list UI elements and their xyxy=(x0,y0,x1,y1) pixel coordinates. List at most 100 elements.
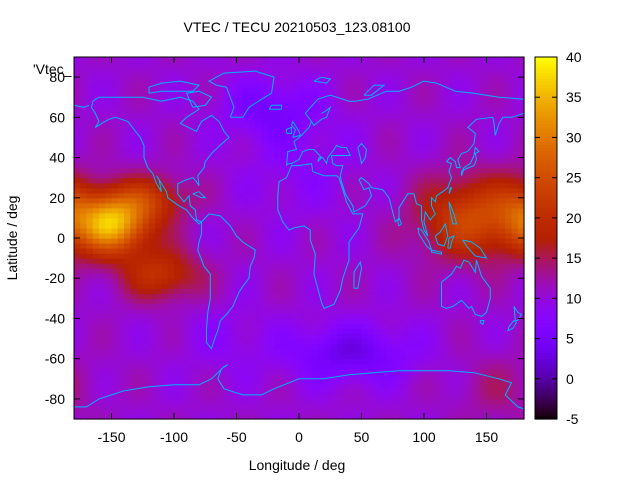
heatmap-cell xyxy=(342,258,350,264)
heatmap-cell xyxy=(92,167,100,174)
heatmap-cell xyxy=(330,363,338,370)
heatmap-cell xyxy=(424,283,431,289)
heatmap-cell xyxy=(349,72,356,78)
heatmap-cell xyxy=(367,67,375,73)
heatmap-cell xyxy=(92,177,100,184)
heatmap-cell xyxy=(136,92,144,98)
heatmap-cell xyxy=(380,363,388,370)
heatmap-cell xyxy=(361,278,369,284)
heatmap-cell xyxy=(424,288,431,294)
heatmap-cell xyxy=(349,288,356,294)
heatmap-cell xyxy=(492,263,500,269)
heatmap-cell xyxy=(111,368,119,375)
heatmap-cell xyxy=(355,403,363,410)
heatmap-cell xyxy=(505,348,513,355)
heatmap-cell xyxy=(124,273,131,279)
heatmap-cell xyxy=(280,413,288,420)
heatmap-cell xyxy=(230,333,238,340)
heatmap-cell xyxy=(361,338,369,345)
heatmap-cell xyxy=(449,398,456,405)
heatmap-cell xyxy=(192,67,200,73)
heatmap-cell xyxy=(161,172,169,179)
heatmap-cell xyxy=(199,132,206,139)
heatmap-cell xyxy=(286,177,294,184)
heatmap-cell xyxy=(324,197,331,204)
heatmap-cell xyxy=(280,132,288,139)
heatmap-cell xyxy=(211,278,219,284)
heatmap-cell xyxy=(274,232,281,239)
heatmap-cell xyxy=(411,278,419,284)
heatmap-cell xyxy=(117,102,125,108)
heatmap-cell xyxy=(286,273,294,279)
heatmap-cell xyxy=(467,197,475,204)
heatmap-cell xyxy=(130,348,138,355)
heatmap-cell xyxy=(261,92,269,98)
heatmap-cell xyxy=(130,383,138,390)
heatmap-cell xyxy=(405,298,413,304)
heatmap-cell xyxy=(299,157,306,164)
heatmap-cell xyxy=(136,398,144,405)
heatmap-cell xyxy=(480,363,488,370)
heatmap-cell xyxy=(480,212,488,219)
heatmap-cell xyxy=(436,102,444,108)
heatmap-cell xyxy=(142,207,150,214)
heatmap-cell xyxy=(261,358,269,365)
heatmap-cell xyxy=(367,263,375,269)
heatmap-cell xyxy=(367,343,375,350)
heatmap-cell xyxy=(455,217,463,224)
heatmap-cell xyxy=(274,278,281,284)
heatmap-cell xyxy=(374,57,381,63)
heatmap-cell xyxy=(386,348,394,355)
heatmap-cell xyxy=(142,227,150,234)
heatmap-cell xyxy=(436,127,444,134)
heatmap-cell xyxy=(386,192,394,199)
heatmap-cell xyxy=(317,368,325,375)
heatmap-cell xyxy=(117,67,125,73)
heatmap-cell xyxy=(361,363,369,370)
heatmap-cell xyxy=(167,107,175,113)
heatmap-cell xyxy=(111,57,119,63)
heatmap-cell xyxy=(417,328,425,335)
heatmap-cell xyxy=(342,283,350,289)
heatmap-cell xyxy=(105,298,113,304)
heatmap-cell xyxy=(361,323,369,330)
heatmap-cell xyxy=(92,147,100,154)
heatmap-cell xyxy=(86,278,94,284)
heatmap-cell xyxy=(299,298,306,304)
heatmap-cell xyxy=(311,333,319,340)
heatmap-cell xyxy=(261,383,269,390)
heatmap-cell xyxy=(292,388,300,395)
heatmap-cell xyxy=(436,232,444,239)
heatmap-cell xyxy=(367,368,375,375)
heatmap-cell xyxy=(274,132,281,139)
heatmap-cell xyxy=(474,253,481,259)
heatmap-cell xyxy=(330,137,338,144)
heatmap-cell xyxy=(430,338,438,345)
heatmap-cell xyxy=(405,338,413,345)
heatmap-cell xyxy=(474,333,481,340)
heatmap-cell xyxy=(324,303,331,309)
heatmap-cell xyxy=(455,263,463,269)
heatmap-cell xyxy=(192,117,200,123)
heatmap-cell xyxy=(480,353,488,360)
heatmap-cell xyxy=(311,207,319,214)
heatmap-cell xyxy=(180,403,188,410)
heatmap-cell xyxy=(174,293,181,299)
heatmap-cell xyxy=(261,147,269,154)
heatmap-cell xyxy=(86,72,94,78)
heatmap-cell xyxy=(399,142,406,149)
heatmap-cell xyxy=(186,328,194,335)
heatmap-cell xyxy=(461,207,469,214)
heatmap-cell xyxy=(242,348,250,355)
heatmap-cell xyxy=(299,152,306,159)
heatmap-cell xyxy=(374,298,381,304)
heatmap-cell xyxy=(311,313,319,320)
heatmap-cell xyxy=(399,97,406,103)
heatmap-cell xyxy=(192,398,200,405)
heatmap-cell xyxy=(80,248,88,254)
heatmap-cell xyxy=(199,343,206,350)
heatmap-cell xyxy=(199,122,206,128)
heatmap-cell xyxy=(124,298,131,304)
heatmap-cell xyxy=(267,192,275,199)
heatmap-cell xyxy=(336,273,344,279)
